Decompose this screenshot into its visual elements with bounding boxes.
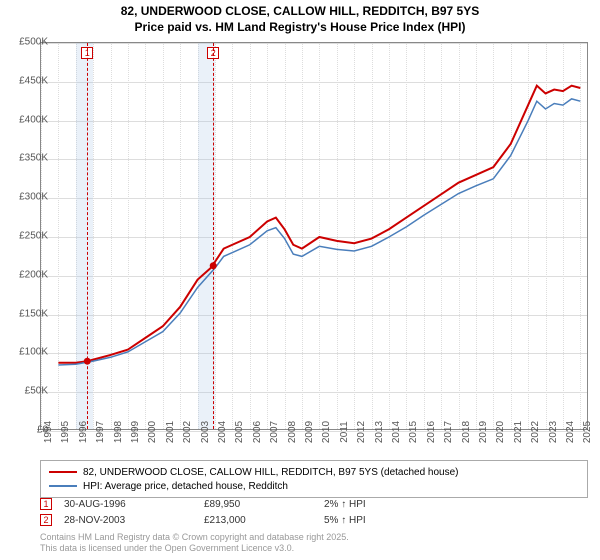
x-tick-label: 2013 <box>374 421 385 443</box>
footer-attribution: Contains HM Land Registry data © Crown c… <box>40 532 349 554</box>
y-tick-label: £400K <box>19 114 48 125</box>
x-tick-label: 2006 <box>252 421 263 443</box>
x-tick-label: 2011 <box>339 421 350 443</box>
chart-title: 82, UNDERWOOD CLOSE, CALLOW HILL, REDDIT… <box>0 0 600 35</box>
x-tick-label: 2012 <box>356 421 367 443</box>
x-tick-label: 1996 <box>78 421 89 443</box>
x-tick-label: 2000 <box>147 421 158 443</box>
y-tick-label: £500K <box>19 37 48 48</box>
sale-pct: 2% ↑ HPI <box>324 499 404 510</box>
legend-swatch <box>49 471 77 473</box>
sale-row-marker: 1 <box>40 498 52 510</box>
x-tick-label: 2005 <box>234 421 245 443</box>
y-tick-label: £250K <box>19 231 48 242</box>
sale-date: 28-NOV-2003 <box>64 515 204 526</box>
legend-swatch <box>49 485 77 487</box>
legend-label: 82, UNDERWOOD CLOSE, CALLOW HILL, REDDIT… <box>83 467 459 478</box>
series-line <box>58 86 580 363</box>
x-tick-label: 2019 <box>478 421 489 443</box>
x-tick-label: 2007 <box>269 421 280 443</box>
legend: 82, UNDERWOOD CLOSE, CALLOW HILL, REDDIT… <box>40 460 588 498</box>
x-tick-label: 1999 <box>130 421 141 443</box>
title-line2: Price paid vs. HM Land Registry's House … <box>0 20 600 36</box>
legend-label: HPI: Average price, detached house, Redd… <box>83 481 288 492</box>
x-tick-label: 1997 <box>95 421 106 443</box>
x-tick-label: 1994 <box>43 421 54 443</box>
x-tick-label: 2008 <box>287 421 298 443</box>
x-tick-label: 2016 <box>426 421 437 443</box>
x-tick-label: 2020 <box>495 421 506 443</box>
y-tick-label: £100K <box>19 347 48 358</box>
x-tick-label: 2009 <box>304 421 315 443</box>
sale-marker-line <box>87 43 88 429</box>
y-tick-label: £50K <box>25 386 48 397</box>
x-tick-label: 2024 <box>565 421 576 443</box>
sale-row: 2 28-NOV-2003£213,0005% ↑ HPI <box>40 512 404 528</box>
x-tick-label: 2017 <box>443 421 454 443</box>
y-tick-label: £200K <box>19 269 48 280</box>
series-line <box>58 99 580 365</box>
title-line1: 82, UNDERWOOD CLOSE, CALLOW HILL, REDDIT… <box>0 4 600 20</box>
x-tick-label: 2001 <box>165 421 176 443</box>
y-tick-label: £150K <box>19 308 48 319</box>
x-tick-label: 2010 <box>321 421 332 443</box>
footer-line2: This data is licensed under the Open Gov… <box>40 543 349 554</box>
x-tick-label: 2004 <box>217 421 228 443</box>
legend-item: 82, UNDERWOOD CLOSE, CALLOW HILL, REDDIT… <box>49 465 579 479</box>
x-tick-label: 2022 <box>530 421 541 443</box>
x-tick-label: 2025 <box>582 421 593 443</box>
y-tick-label: £450K <box>19 75 48 86</box>
footer-line1: Contains HM Land Registry data © Crown c… <box>40 532 349 543</box>
sale-marker-line <box>213 43 214 429</box>
x-tick-label: 1998 <box>113 421 124 443</box>
legend-item: HPI: Average price, detached house, Redd… <box>49 479 579 493</box>
sale-date: 30-AUG-1996 <box>64 499 204 510</box>
sale-row-marker: 2 <box>40 514 52 526</box>
x-tick-label: 2018 <box>461 421 472 443</box>
x-tick-label: 2002 <box>182 421 193 443</box>
sale-price: £213,000 <box>204 515 324 526</box>
x-tick-label: 1995 <box>60 421 71 443</box>
x-tick-label: 2023 <box>548 421 559 443</box>
sale-row: 1 30-AUG-1996£89,9502% ↑ HPI <box>40 496 404 512</box>
chart-svg <box>41 43 589 431</box>
y-tick-label: £300K <box>19 192 48 203</box>
chart-plot-area: 12 <box>40 42 588 430</box>
x-tick-label: 2021 <box>513 421 524 443</box>
x-tick-label: 2014 <box>391 421 402 443</box>
sales-table: 1 30-AUG-1996£89,9502% ↑ HPI 2 28-NOV-2003£… <box>40 496 404 528</box>
sale-price: £89,950 <box>204 499 324 510</box>
x-tick-label: 2003 <box>200 421 211 443</box>
sale-pct: 5% ↑ HPI <box>324 515 404 526</box>
y-tick-label: £350K <box>19 153 48 164</box>
x-tick-label: 2015 <box>408 421 419 443</box>
